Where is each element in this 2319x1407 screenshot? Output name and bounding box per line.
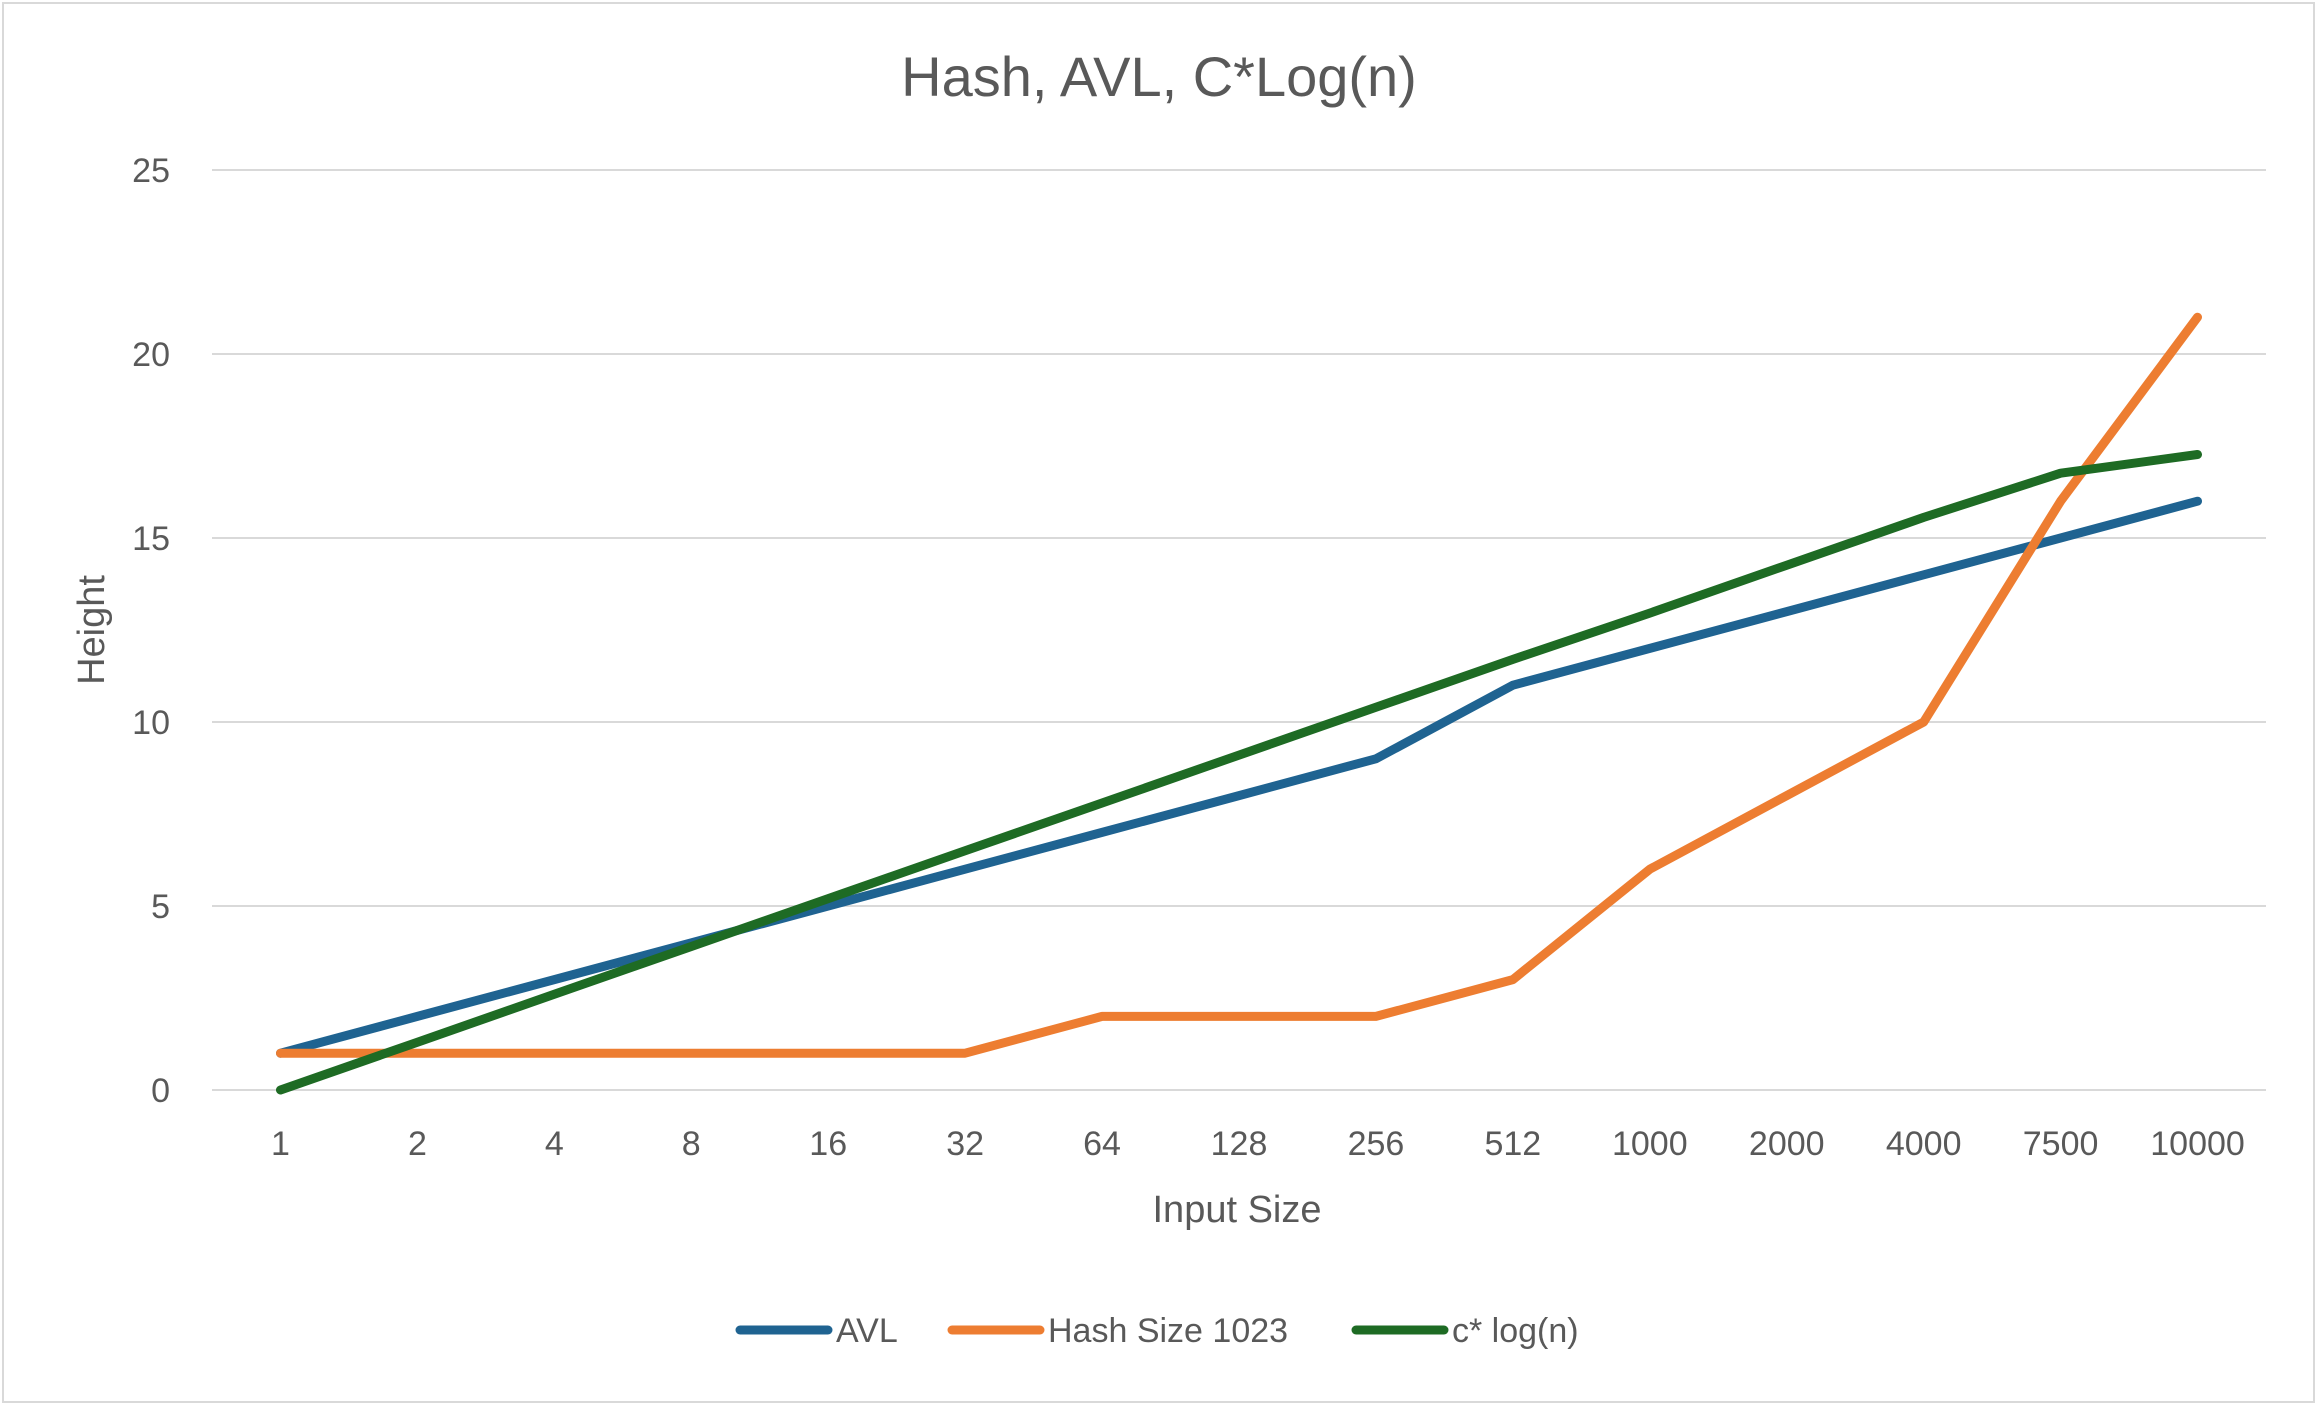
x-tick-label: 32 (946, 1125, 984, 1163)
y-tick-label: 20 (132, 336, 170, 374)
chart-title: Hash, AVL, C*Log(n) (901, 45, 1417, 108)
y-tick-labels: 0 5 10 15 20 25 (132, 152, 170, 1110)
legend-label: c* log(n) (1452, 1312, 1579, 1350)
y-tick-label: 10 (132, 704, 170, 742)
x-tick-label: 10000 (2150, 1125, 2245, 1163)
x-tick-label: 2 (408, 1125, 427, 1163)
x-tick-label: 256 (1348, 1125, 1405, 1163)
legend-label: AVL (836, 1312, 898, 1350)
x-tick-label: 64 (1083, 1125, 1121, 1163)
y-tick-label: 15 (132, 520, 170, 558)
series-layer (276, 312, 2202, 1095)
y-axis-label: Height (71, 575, 113, 685)
x-tick-labels: 1 2 4 8 16 32 64 128 256 512 1000 2000 4000 7500 10000 (271, 1125, 2245, 1163)
x-tick-label: 7500 (2023, 1125, 2099, 1163)
x-tick-label: 128 (1211, 1125, 1268, 1163)
y-tick-label: 0 (151, 1072, 170, 1110)
grid-layer (212, 169, 2266, 1091)
x-tick-label: 512 (1484, 1125, 1541, 1163)
y-tick-label: 5 (151, 888, 170, 926)
legend: AVL Hash Size 1023 c* log(n) (735, 1312, 1579, 1350)
x-tick-label: 16 (809, 1125, 847, 1163)
legend-label: Hash Size 1023 (1048, 1312, 1288, 1350)
x-tick-label: 4 (545, 1125, 564, 1163)
x-tick-label: 4000 (1886, 1125, 1962, 1163)
series-line-0 (276, 496, 2202, 1058)
series-line-1 (276, 312, 2202, 1058)
x-tick-label: 8 (682, 1125, 701, 1163)
series-line-2 (276, 450, 2202, 1095)
x-tick-label: 2000 (1749, 1125, 1825, 1163)
x-tick-label: 1 (271, 1125, 290, 1163)
x-tick-label: 1000 (1612, 1125, 1688, 1163)
y-tick-label: 25 (132, 152, 170, 190)
x-axis-label: Input Size (1153, 1189, 1322, 1231)
